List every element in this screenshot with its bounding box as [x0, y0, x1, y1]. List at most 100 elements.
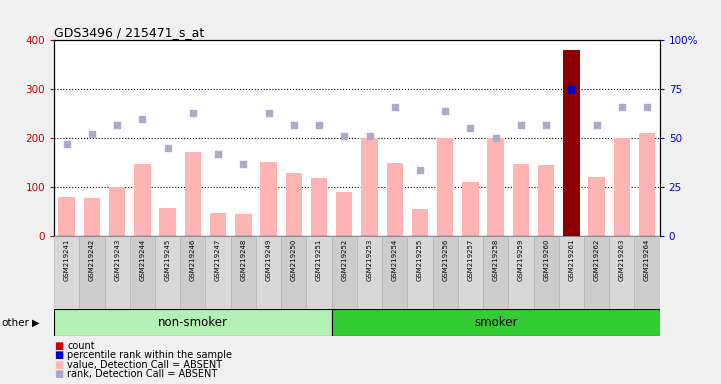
Text: GSM219249: GSM219249: [265, 238, 272, 281]
Bar: [210, 213, 226, 236]
Bar: [609, 236, 634, 309]
Text: ■: ■: [54, 350, 63, 360]
Point: [540, 121, 552, 127]
Text: GSM219253: GSM219253: [366, 238, 373, 281]
Bar: [437, 138, 454, 236]
Point: [565, 86, 577, 92]
Bar: [584, 236, 609, 309]
Bar: [231, 236, 256, 309]
Bar: [412, 209, 428, 236]
Point: [187, 110, 198, 116]
Bar: [386, 163, 403, 236]
Bar: [306, 236, 332, 309]
Text: GSM219247: GSM219247: [215, 238, 221, 281]
Point: [590, 121, 602, 127]
Text: rank, Detection Call = ABSENT: rank, Detection Call = ABSENT: [67, 369, 217, 379]
Text: other: other: [1, 318, 30, 328]
Point: [515, 121, 526, 127]
Text: GSM219263: GSM219263: [619, 238, 625, 281]
Bar: [336, 192, 353, 236]
Text: smoker: smoker: [474, 316, 518, 329]
Bar: [54, 236, 79, 309]
Text: GSM219250: GSM219250: [291, 238, 297, 281]
Bar: [260, 162, 277, 236]
Bar: [109, 187, 125, 236]
Text: GSM219241: GSM219241: [63, 238, 70, 281]
Bar: [487, 138, 504, 236]
Point: [338, 133, 350, 139]
Text: GSM219252: GSM219252: [341, 238, 348, 281]
Bar: [462, 182, 479, 236]
Text: GSM219251: GSM219251: [316, 238, 322, 281]
Point: [262, 110, 274, 116]
Bar: [513, 164, 529, 236]
Bar: [311, 179, 327, 236]
Bar: [180, 236, 205, 309]
Point: [212, 151, 224, 157]
Text: GSM219257: GSM219257: [467, 238, 474, 281]
Bar: [155, 236, 180, 309]
Text: GSM219243: GSM219243: [114, 238, 120, 281]
Bar: [84, 198, 100, 236]
Bar: [634, 236, 660, 309]
Point: [439, 108, 451, 114]
Point: [313, 121, 324, 127]
Text: ▶: ▶: [32, 318, 39, 328]
Point: [616, 104, 627, 110]
Point: [237, 161, 249, 167]
Bar: [407, 236, 433, 309]
Text: GSM219254: GSM219254: [392, 238, 398, 281]
Text: GSM219261: GSM219261: [568, 238, 575, 281]
Text: GDS3496 / 215471_s_at: GDS3496 / 215471_s_at: [54, 26, 204, 39]
Bar: [281, 236, 306, 309]
Text: ■: ■: [54, 360, 63, 370]
Text: ■: ■: [54, 369, 63, 379]
Bar: [159, 208, 176, 236]
Text: GSM219242: GSM219242: [89, 238, 95, 281]
Point: [363, 133, 375, 139]
Point: [162, 145, 173, 151]
Bar: [256, 236, 281, 309]
Bar: [58, 197, 75, 236]
Bar: [357, 236, 382, 309]
Text: count: count: [67, 341, 94, 351]
Bar: [185, 152, 201, 236]
Bar: [361, 138, 378, 236]
Point: [641, 104, 653, 110]
Text: GSM219245: GSM219245: [164, 238, 171, 281]
Bar: [105, 236, 130, 309]
Text: GSM219260: GSM219260: [543, 238, 549, 281]
Bar: [563, 50, 580, 236]
Bar: [54, 309, 332, 336]
Point: [464, 125, 476, 131]
Point: [111, 121, 123, 127]
Point: [86, 131, 97, 137]
Text: non-smoker: non-smoker: [158, 316, 228, 329]
Bar: [639, 133, 655, 236]
Text: GSM219244: GSM219244: [139, 238, 146, 281]
Bar: [130, 236, 155, 309]
Point: [389, 104, 400, 110]
Text: GSM219256: GSM219256: [442, 238, 448, 281]
Bar: [508, 236, 534, 309]
Bar: [134, 164, 151, 236]
Text: GSM219248: GSM219248: [240, 238, 247, 281]
Text: ■: ■: [54, 341, 63, 351]
Point: [414, 167, 425, 173]
Bar: [538, 165, 554, 236]
Bar: [588, 177, 605, 236]
Bar: [332, 309, 660, 336]
Bar: [235, 214, 252, 236]
Text: GSM219258: GSM219258: [492, 238, 499, 281]
Point: [61, 141, 72, 147]
Bar: [614, 138, 630, 236]
Text: value, Detection Call = ABSENT: value, Detection Call = ABSENT: [67, 360, 222, 370]
Bar: [286, 172, 302, 236]
Point: [136, 116, 149, 122]
Point: [288, 121, 299, 127]
Bar: [433, 236, 458, 309]
Bar: [205, 236, 231, 309]
Text: GSM219259: GSM219259: [518, 238, 524, 281]
Bar: [483, 236, 508, 309]
Text: GSM219255: GSM219255: [417, 238, 423, 281]
